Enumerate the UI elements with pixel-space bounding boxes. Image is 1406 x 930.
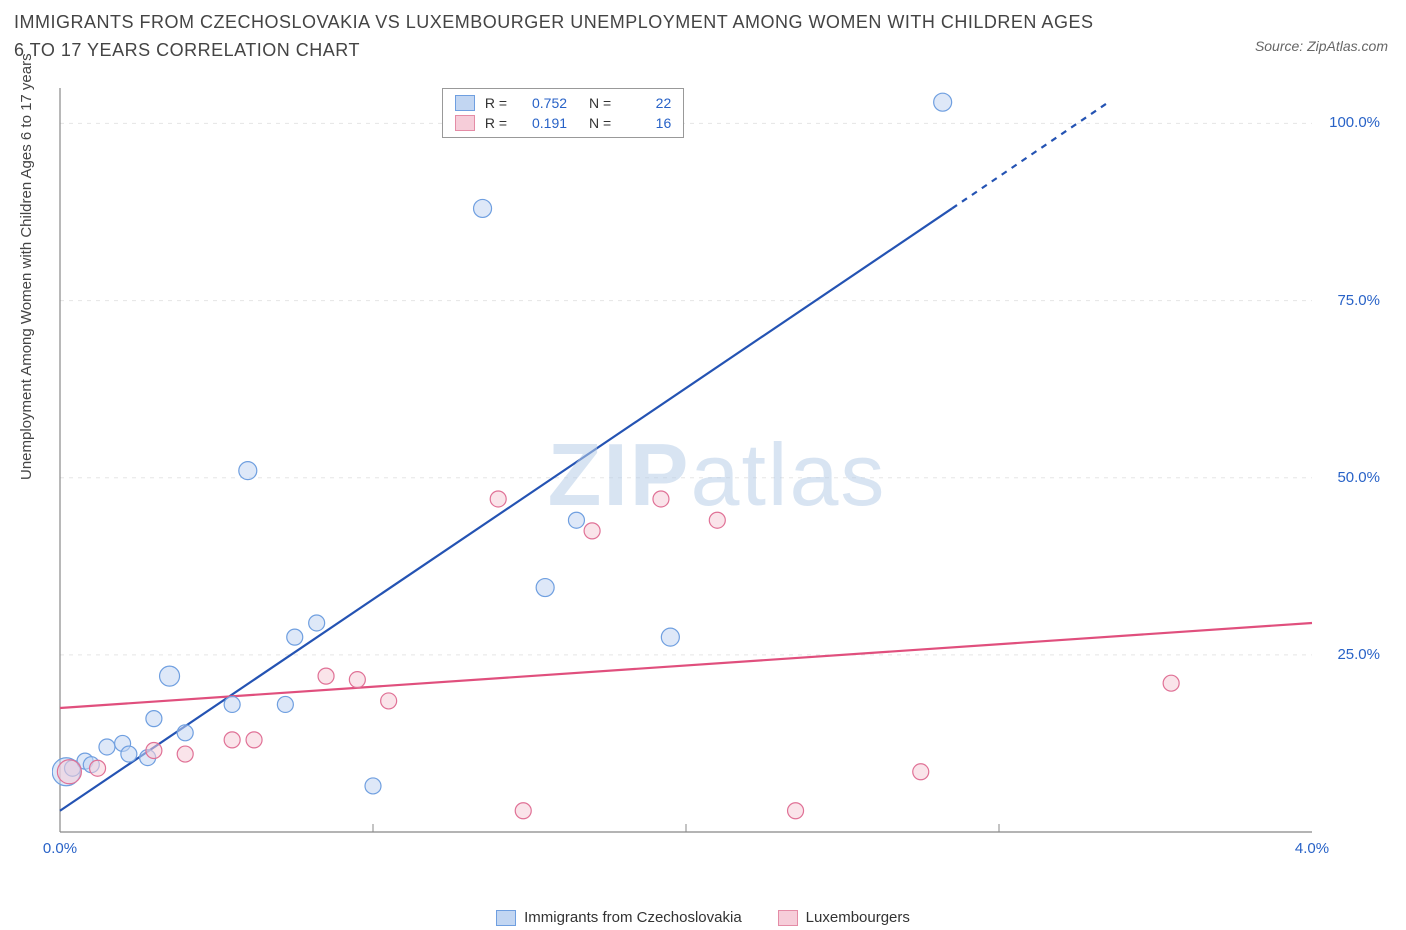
- legend-swatch: [496, 910, 516, 926]
- stat-r-value: 0.191: [517, 115, 567, 131]
- legend-swatch: [778, 910, 798, 926]
- series-swatch: [455, 95, 475, 111]
- x-tick-label: 0.0%: [43, 840, 77, 857]
- scatter-plot: ZIPatlas R =0.752N =22R =0.191N =16 25.0…: [52, 80, 1382, 870]
- legend-label: Immigrants from Czechoslovakia: [524, 909, 742, 926]
- y-tick-label: 100.0%: [1329, 114, 1380, 131]
- stat-n-value: 22: [621, 95, 671, 111]
- stats-row: R = 0.191 N = 16: [443, 113, 683, 133]
- x-tick-label: 4.0%: [1295, 840, 1329, 857]
- stat-r-label: R =: [485, 115, 507, 131]
- legend-item: Immigrants from Czechoslovakia: [496, 909, 742, 926]
- source-credit: Source: ZipAtlas.com: [1255, 38, 1388, 54]
- stat-r-value: 0.752: [517, 95, 567, 111]
- chart-svg: [52, 80, 1382, 870]
- stat-n-label: N =: [589, 115, 611, 131]
- legend-label: Luxembourgers: [806, 909, 910, 926]
- stat-n-label: N =: [589, 95, 611, 111]
- stat-r-label: R =: [485, 95, 507, 111]
- y-tick-label: 50.0%: [1337, 469, 1380, 486]
- stats-row: R = 0.752 N = 22: [443, 93, 683, 113]
- stat-n-value: 16: [621, 115, 671, 131]
- y-tick-label: 75.0%: [1337, 292, 1380, 309]
- legend-item: Luxembourgers: [778, 909, 910, 926]
- series-swatch: [455, 115, 475, 131]
- bottom-legend: Immigrants from Czechoslovakia Luxembourg…: [0, 909, 1406, 926]
- stats-legend-box: R = 0.752 N = 22 R = 0.191 N = 16: [442, 88, 684, 138]
- y-axis-label: Unemployment Among Women with Children A…: [18, 53, 35, 480]
- y-tick-label: 25.0%: [1337, 646, 1380, 663]
- chart-title: IMMIGRANTS FROM CZECHOSLOVAKIA VS LUXEMB…: [14, 8, 1094, 64]
